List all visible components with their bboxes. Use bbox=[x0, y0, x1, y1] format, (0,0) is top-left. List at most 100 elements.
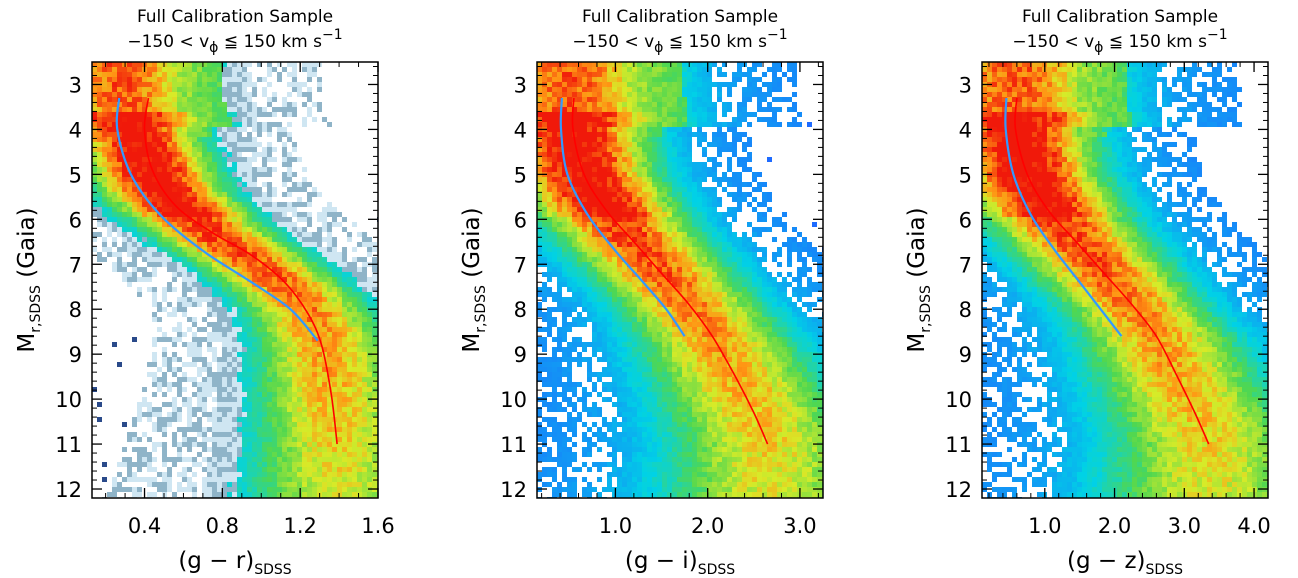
density-cell bbox=[277, 422, 282, 427]
density-cell bbox=[182, 232, 187, 237]
density-cell bbox=[302, 372, 307, 377]
density-cell bbox=[652, 177, 657, 182]
density-cell bbox=[772, 97, 777, 102]
density-cell bbox=[167, 457, 172, 462]
density-cell bbox=[367, 317, 372, 322]
density-cell bbox=[752, 177, 757, 182]
density-cell bbox=[317, 462, 322, 467]
density-cell bbox=[312, 402, 317, 407]
density-cell bbox=[317, 217, 322, 222]
density-cell bbox=[622, 107, 627, 112]
density-cell bbox=[107, 87, 112, 92]
density-cell bbox=[347, 427, 352, 432]
density-cell bbox=[287, 352, 292, 357]
density-cell bbox=[282, 437, 287, 442]
density-cell bbox=[162, 382, 167, 387]
density-cell bbox=[102, 142, 107, 147]
density-cell bbox=[627, 177, 632, 182]
density-cell bbox=[572, 77, 577, 82]
density-cell bbox=[612, 137, 617, 142]
density-cell bbox=[322, 437, 327, 442]
density-cell bbox=[612, 117, 617, 122]
density-cell bbox=[707, 167, 712, 172]
density-cell bbox=[362, 467, 367, 472]
density-cell bbox=[177, 107, 182, 112]
density-cell bbox=[102, 177, 107, 182]
density-cell bbox=[582, 137, 587, 142]
density-cell bbox=[557, 87, 562, 92]
density-cell bbox=[227, 247, 232, 252]
density-cell bbox=[92, 72, 97, 77]
density-cell bbox=[282, 252, 287, 257]
density-cell bbox=[147, 172, 152, 177]
density-cell bbox=[647, 127, 652, 132]
density-cell bbox=[267, 312, 272, 317]
density-cell bbox=[682, 97, 687, 102]
density-cell bbox=[197, 142, 202, 147]
density-cell bbox=[542, 137, 547, 142]
density-cell bbox=[157, 157, 162, 162]
density-cell bbox=[537, 137, 542, 142]
density-cell bbox=[187, 402, 192, 407]
density-cell bbox=[242, 147, 247, 152]
density-cell bbox=[147, 62, 152, 67]
density-cell bbox=[307, 277, 312, 282]
density-cell bbox=[307, 182, 312, 187]
density-cell bbox=[297, 267, 302, 272]
density-cell bbox=[282, 457, 287, 462]
density-cell bbox=[337, 337, 342, 342]
density-cell bbox=[322, 302, 327, 307]
density-cell bbox=[332, 222, 337, 227]
density-cell bbox=[222, 387, 227, 392]
density-cell bbox=[737, 107, 742, 112]
density-cell bbox=[242, 342, 247, 347]
density-cell bbox=[222, 167, 227, 172]
density-cell bbox=[117, 147, 122, 152]
density-cell bbox=[142, 217, 147, 222]
density-cell bbox=[147, 372, 152, 377]
density-cell bbox=[282, 107, 287, 112]
density-cell bbox=[352, 302, 357, 307]
density-cell bbox=[327, 232, 332, 237]
density-cell bbox=[297, 232, 302, 237]
density-cell bbox=[692, 192, 697, 197]
density-cell bbox=[227, 437, 232, 442]
density-cell bbox=[207, 472, 212, 477]
density-cell bbox=[107, 97, 112, 102]
density-cell bbox=[262, 402, 267, 407]
density-cell bbox=[287, 152, 292, 157]
density-cell bbox=[262, 357, 267, 362]
density-cell bbox=[247, 232, 252, 237]
density-cell bbox=[362, 317, 367, 322]
density-cell bbox=[267, 127, 272, 132]
density-cell bbox=[202, 227, 207, 232]
y-tick-label: 6 bbox=[69, 208, 82, 232]
density-cell bbox=[222, 147, 227, 152]
density-cell bbox=[207, 242, 212, 247]
density-cell bbox=[152, 427, 157, 432]
density-cell bbox=[112, 227, 117, 232]
density-cell bbox=[357, 337, 362, 342]
density-cell bbox=[227, 492, 232, 497]
density-cell bbox=[312, 62, 317, 67]
density-cell bbox=[242, 417, 247, 422]
density-cell bbox=[127, 107, 132, 112]
density-cell bbox=[177, 197, 182, 202]
density-cell bbox=[287, 387, 292, 392]
density-cell bbox=[297, 257, 302, 262]
density-cell bbox=[182, 192, 187, 197]
density-cell bbox=[302, 432, 307, 437]
density-cell bbox=[277, 237, 282, 242]
density-cell bbox=[122, 222, 127, 227]
density-cell bbox=[737, 162, 742, 167]
density-cell bbox=[227, 207, 232, 212]
density-cell bbox=[207, 272, 212, 277]
density-cell bbox=[352, 367, 357, 372]
density-cell bbox=[137, 417, 142, 422]
density-cell bbox=[197, 82, 202, 87]
density-cell bbox=[107, 192, 112, 197]
density-cell bbox=[597, 67, 602, 72]
density-cell bbox=[347, 377, 352, 382]
density-cell bbox=[237, 242, 242, 247]
density-cell bbox=[237, 357, 242, 362]
